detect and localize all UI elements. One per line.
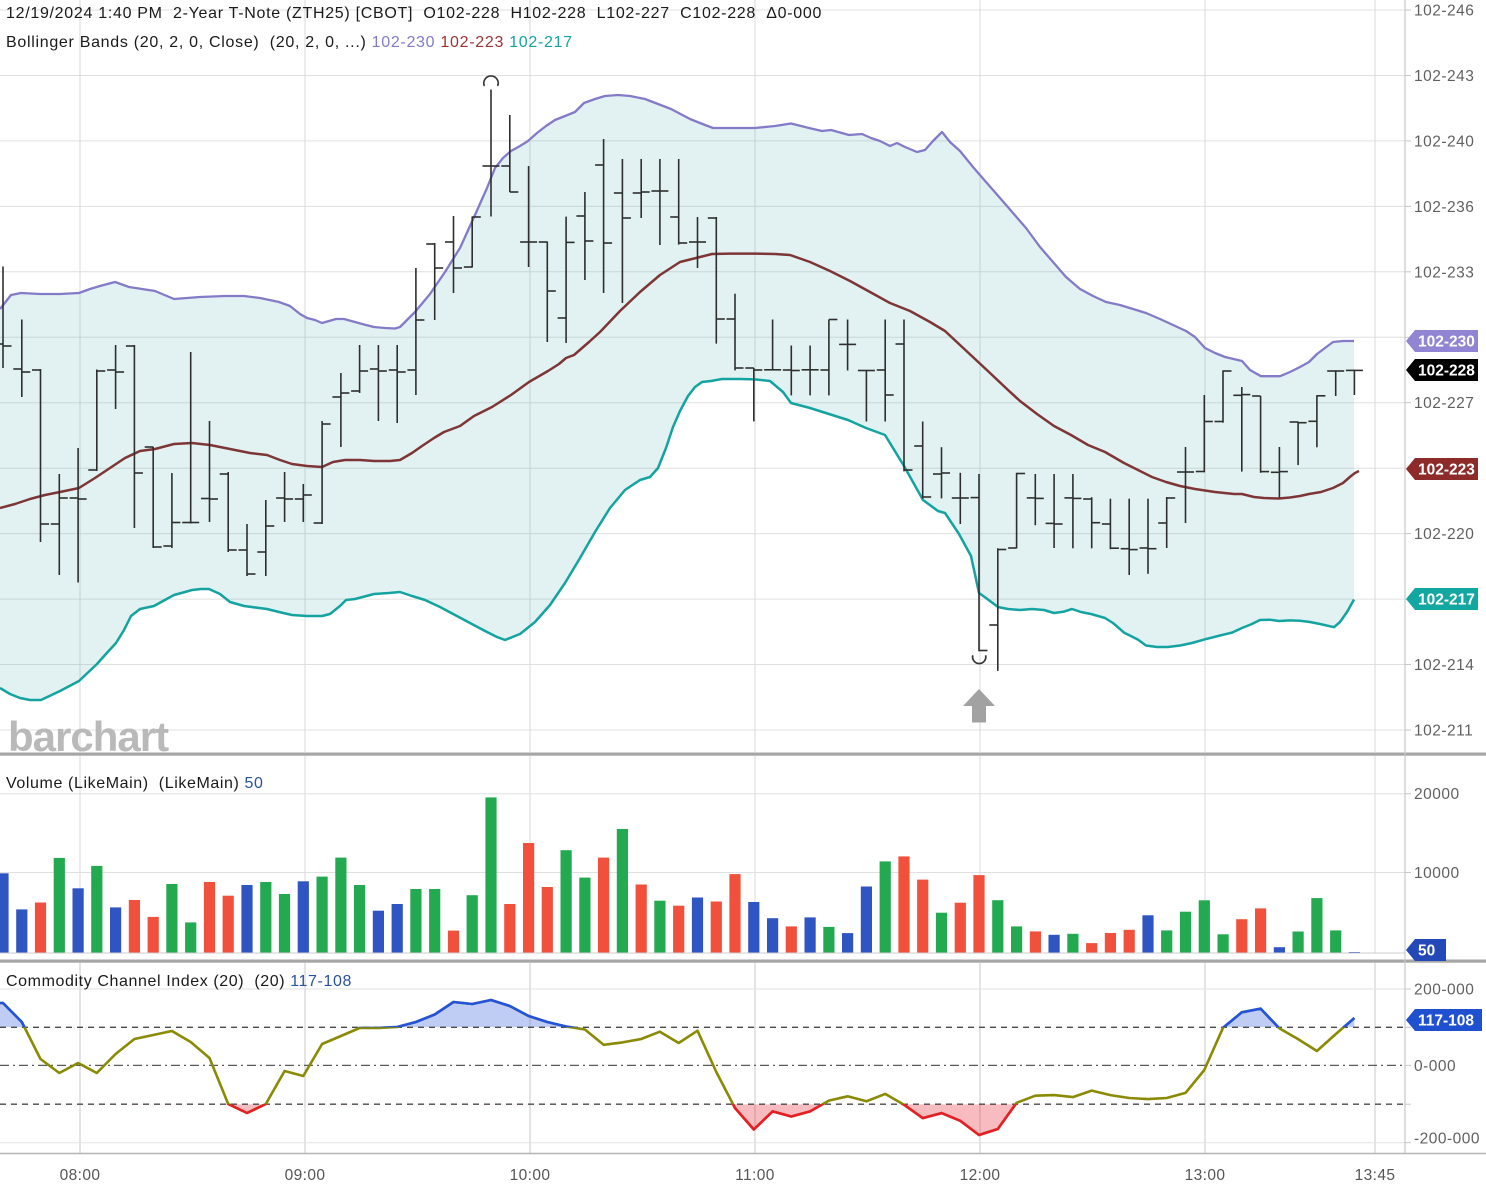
svg-text:102-230: 102-230 (1418, 334, 1475, 351)
svg-text:102-217: 102-217 (1418, 592, 1475, 609)
svg-text:102-240: 102-240 (1414, 133, 1474, 150)
svg-text:10000: 10000 (1414, 865, 1460, 882)
svg-text:50: 50 (1418, 943, 1435, 960)
svg-text:13:00: 13:00 (1185, 1167, 1226, 1184)
svg-text:09:00: 09:00 (285, 1167, 326, 1184)
svg-text:102-236: 102-236 (1414, 199, 1474, 216)
svg-text:Bollinger Bands (20, 2, 0, Clo: Bollinger Bands (20, 2, 0, Close) (20, 2… (6, 34, 573, 51)
svg-text:-200-000: -200-000 (1414, 1131, 1480, 1148)
svg-text:102-227: 102-227 (1414, 395, 1474, 412)
svg-text:Volume (LikeMain) (LikeMain): Volume (LikeMain) (LikeMain) 50 (6, 775, 264, 792)
svg-text:102-214: 102-214 (1414, 657, 1474, 674)
svg-text:10:00: 10:00 (510, 1167, 551, 1184)
svg-text:Commodity Channel Index (20): Commodity Channel Index (20) (20) 117-10… (6, 973, 352, 990)
svg-text:102-246: 102-246 (1414, 3, 1474, 20)
svg-text:102-228: 102-228 (1418, 363, 1475, 380)
svg-text:11:00: 11:00 (735, 1167, 775, 1184)
svg-text:12/19/2024 1:40 PM 2-Year T-N: 12/19/2024 1:40 PM 2-Year T-Note (ZTH25)… (6, 5, 822, 22)
svg-text:102-220: 102-220 (1414, 526, 1474, 543)
svg-text:13:45: 13:45 (1355, 1167, 1396, 1184)
svg-text:20000: 20000 (1414, 786, 1460, 803)
svg-text:12:00: 12:00 (960, 1167, 1001, 1184)
svg-text:102-223: 102-223 (1418, 462, 1475, 479)
svg-text:0-000: 0-000 (1414, 1058, 1456, 1075)
svg-text:200-000: 200-000 (1414, 982, 1474, 999)
svg-text:117-108: 117-108 (1418, 1013, 1474, 1030)
svg-text:102-243: 102-243 (1414, 68, 1474, 85)
svg-text:102-233: 102-233 (1414, 264, 1474, 281)
svg-text:102-211: 102-211 (1414, 723, 1473, 740)
svg-text:barchart: barchart (8, 713, 169, 760)
svg-text:08:00: 08:00 (60, 1167, 101, 1184)
